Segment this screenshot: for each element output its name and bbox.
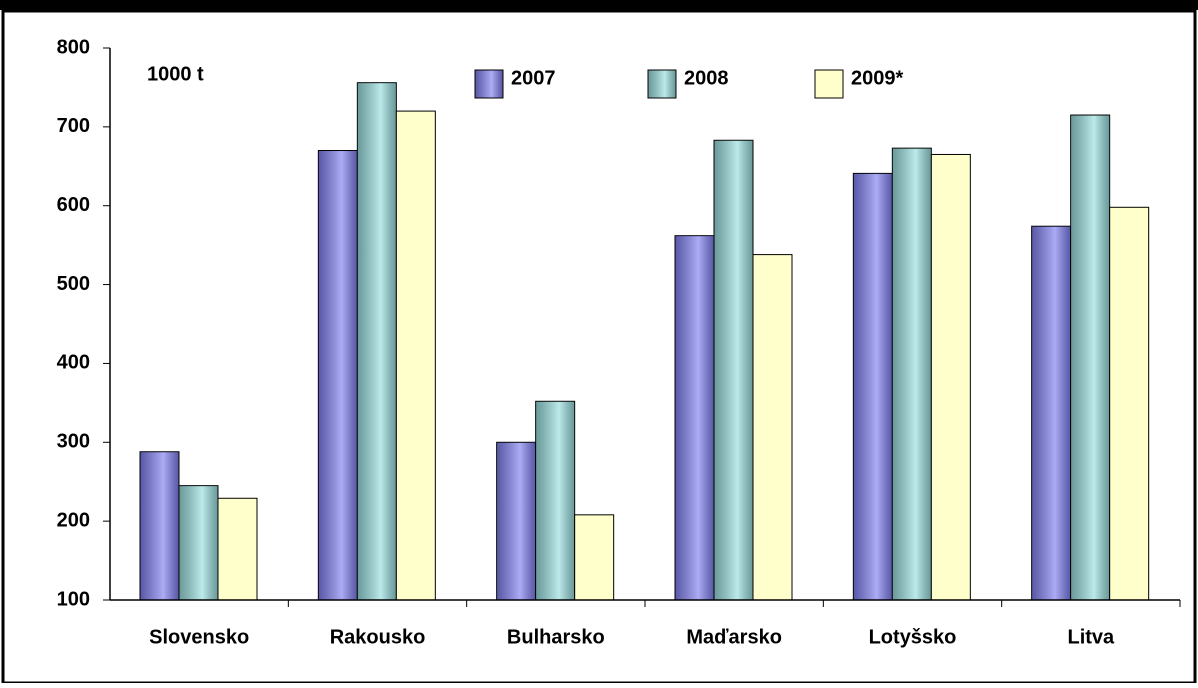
y-tick-label: 100: [57, 588, 90, 610]
legend-swatch-shade: [648, 70, 676, 98]
bar-shade: [853, 173, 892, 600]
bar-shade: [1032, 226, 1071, 600]
bar-shade: [931, 154, 970, 600]
x-tick-label: Maďarsko: [686, 626, 782, 648]
legend-label: 2007: [511, 67, 556, 89]
bar-shade: [714, 140, 753, 600]
bar-shade: [1110, 207, 1149, 600]
y-tick-label: 200: [57, 509, 90, 531]
bar-shade: [1071, 115, 1110, 600]
y-tick-label: 400: [57, 352, 90, 374]
y-tick-label: 700: [57, 115, 90, 137]
x-tick-label: Litva: [1067, 626, 1115, 648]
y-tick-label: 300: [57, 431, 90, 453]
x-tick-label: Rakousko: [330, 626, 426, 648]
bar-shade: [892, 148, 931, 600]
bar-shade: [357, 83, 396, 600]
legend-label: 2009*: [851, 67, 903, 89]
bar-shade: [575, 515, 614, 600]
bar-shade: [536, 401, 575, 600]
bar-shade: [218, 498, 257, 600]
bar-shade: [179, 486, 218, 600]
unit-annotation: 1000 t: [147, 63, 204, 85]
bar-shade: [497, 442, 536, 600]
y-tick-label: 600: [57, 194, 90, 216]
bar-shade: [753, 255, 792, 600]
bar-shade: [140, 452, 179, 600]
bar-shade: [396, 111, 435, 600]
legend-swatch-shade: [475, 70, 503, 98]
legend-swatch-shade: [815, 70, 843, 98]
legend-label: 2008: [684, 67, 729, 89]
bar-shade: [675, 236, 714, 600]
x-tick-label: Bulharsko: [507, 626, 605, 648]
x-tick-label: Lotyšsko: [869, 626, 957, 648]
x-tick-label: Slovensko: [149, 626, 249, 648]
y-tick-label: 800: [57, 36, 90, 58]
y-tick-label: 500: [57, 273, 90, 295]
bar-shade: [318, 151, 357, 600]
top-band: [0, 0, 1198, 10]
